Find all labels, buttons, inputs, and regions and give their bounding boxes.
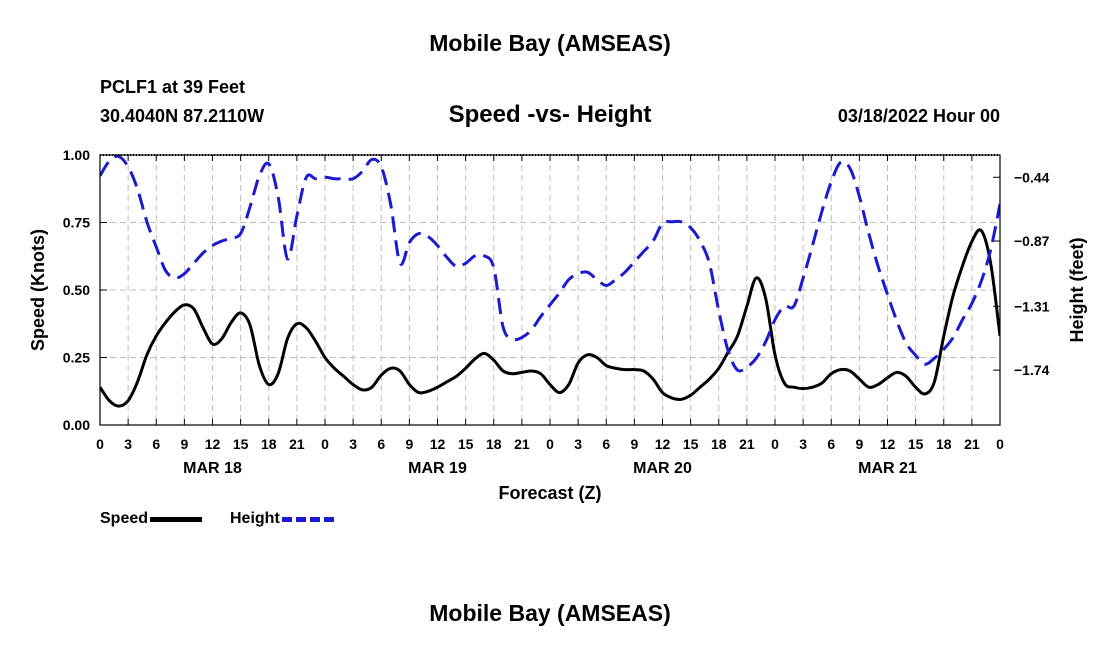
x-tick-label-4: 12: [205, 436, 221, 452]
x-tick-label-16: 0: [546, 436, 554, 452]
legend-speed-label: Speed: [100, 510, 149, 527]
legend-speed-swatch: [150, 516, 203, 522]
x-tick-label-1: 3: [124, 436, 132, 452]
axis-labels: 0 3 6 9 12 15 18 21 0 3 6 9 12 15 18 21 0 3 6 9 12 15 18 21 0 3 6 9…: [63, 147, 1050, 477]
station-label: PCLF1 at 39 Feet: [100, 77, 246, 97]
series-line-speed: [100, 228, 1000, 408]
y2-tick-label-3: −0.44: [1014, 169, 1050, 185]
x-tick-label-27: 9: [855, 436, 863, 452]
series-lines: [100, 154, 1000, 408]
date-label-0: MAR 18: [183, 460, 242, 477]
x-tick-label-12: 12: [430, 436, 446, 452]
x-tick-label-9: 3: [349, 436, 357, 452]
x-tick-label-6: 18: [261, 436, 277, 452]
x-tick-label-19: 9: [630, 436, 638, 452]
forecast-run-time: 03/18/2022 Hour 00: [837, 106, 1000, 126]
chart-title: Speed -vs- Height: [448, 101, 652, 128]
legend-height: Height: [230, 510, 334, 528]
x-tick-label-20: 12: [655, 436, 671, 452]
y-tick-label-0: 0.00: [63, 417, 90, 433]
x-tick-label-18: 6: [602, 436, 610, 452]
x-tick-label-17: 3: [574, 436, 582, 452]
x-tick-label-8: 0: [321, 436, 329, 452]
x-tick-label-24: 0: [771, 436, 779, 452]
date-label-2: MAR 20: [633, 460, 692, 477]
x-tick-label-29: 15: [908, 436, 924, 452]
x-tick-label-10: 6: [377, 436, 385, 452]
x-tick-label-7: 21: [289, 436, 305, 452]
x-tick-label-31: 21: [964, 436, 980, 452]
x-tick-label-11: 9: [405, 436, 413, 452]
y-axis-label: Speed (Knots): [28, 229, 48, 351]
x-tick-label-30: 18: [936, 436, 952, 452]
x-tick-label-32: 0: [996, 436, 1004, 452]
series-line-height: [100, 154, 1000, 373]
y-tick-label-1: 0.25: [63, 350, 90, 366]
date-label-1: MAR 19: [408, 460, 467, 477]
y2-tick-label-1: −1.31: [1014, 298, 1050, 314]
y2-tick-label-0: −1.74: [1014, 362, 1050, 378]
x-tick-label-23: 21: [739, 436, 755, 452]
x-tick-label-14: 18: [486, 436, 502, 452]
x-tick-label-0: 0: [96, 436, 104, 452]
x-tick-label-21: 15: [683, 436, 699, 452]
date-label-3: MAR 21: [858, 460, 917, 477]
y2-tick-label-2: −0.87: [1014, 233, 1050, 249]
x-tick-label-25: 3: [799, 436, 807, 452]
x-tick-label-3: 9: [180, 436, 188, 452]
x-axis-label: Forecast (Z): [498, 483, 601, 503]
x-tick-label-5: 15: [233, 436, 249, 452]
footer-title: Mobile Bay (AMSEAS): [429, 600, 671, 626]
legend-height-label: Height: [230, 510, 280, 527]
main-title: Mobile Bay (AMSEAS): [429, 30, 671, 56]
y-tick-label-3: 0.75: [63, 215, 90, 231]
x-tick-label-22: 18: [711, 436, 727, 452]
x-tick-label-13: 15: [458, 436, 474, 452]
legend-height-swatch: [281, 516, 334, 522]
station-coordinates: 30.4040N 87.2110W: [100, 106, 265, 126]
x-tick-label-26: 6: [827, 436, 835, 452]
y-tick-label-4: 1.00: [63, 147, 90, 163]
legend-speed: Speed: [100, 510, 203, 528]
x-tick-label-28: 12: [880, 436, 896, 452]
x-tick-label-2: 6: [152, 436, 160, 452]
y-tick-label-2: 0.50: [63, 282, 90, 298]
y2-axis-label: Height (feet): [1067, 238, 1087, 343]
x-tick-label-15: 21: [514, 436, 530, 452]
